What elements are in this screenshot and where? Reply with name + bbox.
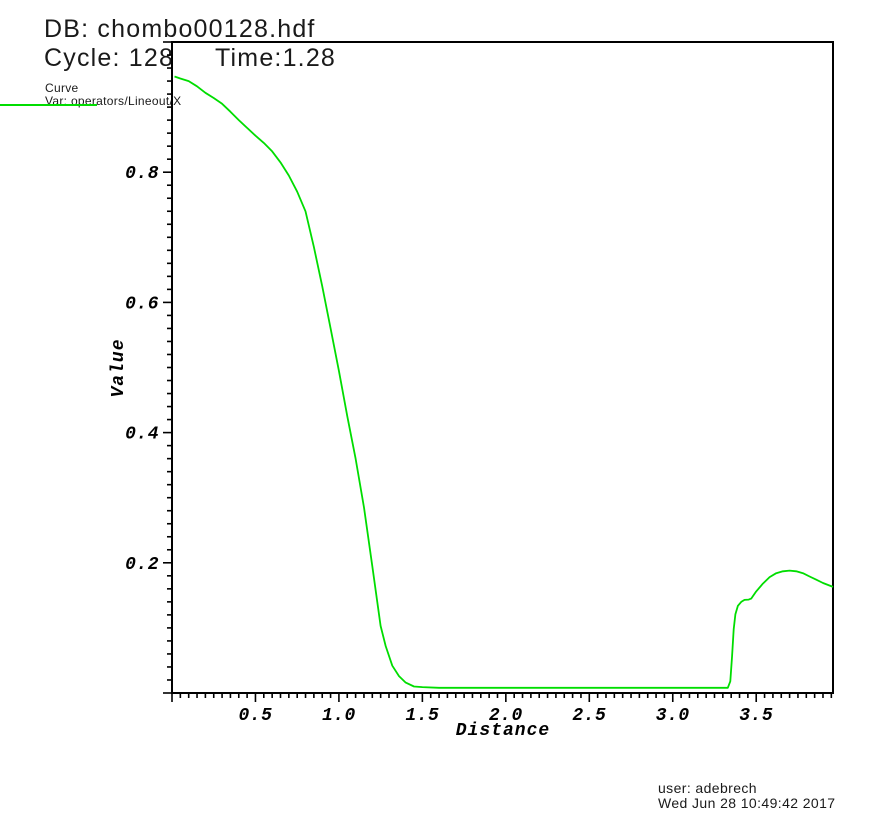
plot-box [171,41,834,694]
curve-line [174,75,834,689]
legend-plot-type: Curve [45,81,79,95]
x-tick-label: 0.5 [239,706,273,726]
y-tick-label: 0.2 [125,555,159,575]
x-tick-label: 1.5 [405,706,439,726]
x-tick-label: 2.0 [489,706,523,726]
cycle-label: Cycle: 128 [44,44,175,72]
user-annotation: user: adebrech [658,780,757,796]
y-tick-label: 0.8 [125,164,159,184]
x-tick-label: 3.0 [656,706,690,726]
legend-curve-swatch-line [0,104,97,106]
time-label: Time:1.28 [215,44,337,72]
x-tick-label: 3.5 [739,706,773,726]
x-axis-title: Distance [455,721,551,741]
x-tick-label: 2.5 [572,706,606,726]
y-tick-label: 0.6 [125,294,159,314]
y-axis-title: Value [109,338,129,398]
database-title: DB: chombo00128.hdf [44,15,316,43]
y-tick-label: 0.4 [125,425,159,445]
datetime-annotation: Wed Jun 28 10:49:42 2017 [658,795,836,811]
x-tick-label: 1.0 [322,706,356,726]
